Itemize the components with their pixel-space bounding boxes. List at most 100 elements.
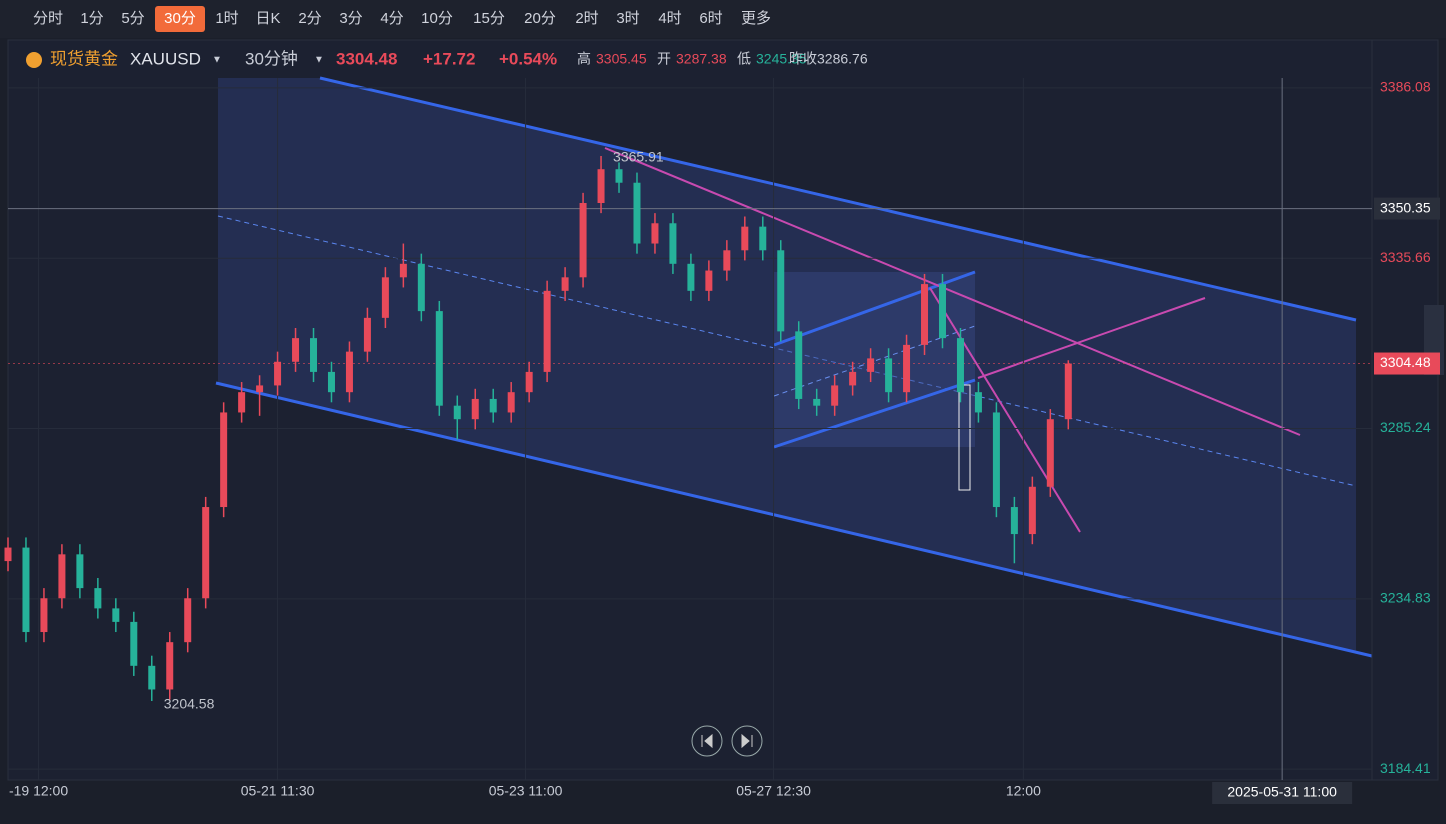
change: +17.72 [423,49,475,68]
tab-active [155,6,205,32]
tab-group: 分时 1分 5分 30分 1时 日K 2分 3分 4分 10分 15分 20分 2时 3时 4时 6时 更多 [33,6,771,32]
candle-body [813,398,821,406]
tab[interactable]: 6时 [699,10,722,27]
candle-body [561,277,569,291]
trend-line [977,297,1206,379]
candle-body [579,202,587,278]
prev-close: 3286.76 [817,51,868,67]
crosshair-box [1212,782,1353,804]
icon [701,733,713,749]
crosshair-date: 2025-05-31 11:00 [1227,784,1337,800]
extreme-label: 3365.91 [613,149,664,165]
tab[interactable]: 4分 [380,10,403,27]
candle-body [184,598,192,643]
trend-line [604,147,1301,436]
candle-body [723,250,731,271]
candle-body [795,331,803,399]
tab[interactable]: 1时 [215,10,238,27]
candle-body [22,547,30,633]
candle-body [974,392,982,413]
tab[interactable]: 分时 [33,10,63,27]
candle-body [741,226,749,251]
tab[interactable]: 1分 [80,10,103,27]
extreme-label: 3204.58 [164,696,215,712]
candle-body [1010,507,1018,535]
crosshair-box [1374,197,1440,220]
tab[interactable]: 5分 [121,10,144,27]
candle-body [94,588,102,609]
x-tick-label: 05-27 12:30 [736,783,811,799]
candle-body [1064,363,1072,420]
label: 低 [737,51,751,67]
tab[interactable]: 3时 [616,10,639,27]
tab[interactable]: 2分 [298,10,321,27]
candle-body [4,547,12,562]
dropdown-icon[interactable]: ▼ [314,55,324,66]
candle-body [148,665,156,690]
tab[interactable]: 4时 [658,10,681,27]
y-tick-label: 3386.08 [1380,79,1431,95]
channel-fill [218,78,1356,652]
period[interactable]: 30分钟 [245,49,298,68]
symbol[interactable]: XAUUSD [130,49,201,68]
dropdown-icon[interactable]: ▼ [212,55,222,66]
candle-body [471,398,479,420]
tab[interactable]: 2时 [575,10,598,27]
candle-body [903,344,911,393]
candle-body [687,263,695,291]
icon [741,733,753,749]
candle-body [705,270,713,291]
candle-body [525,371,533,393]
tab[interactable]: 10分 [421,10,453,27]
candle-body [327,371,335,393]
tab[interactable]: 日K [255,10,280,27]
candle-body [76,554,84,589]
tab[interactable]: 15分 [473,10,505,27]
candle-body [166,642,174,690]
prev-button[interactable] [691,725,723,757]
candle-body [345,351,353,393]
tab[interactable]: 3分 [339,10,362,27]
candle-body [130,621,138,666]
candle-body [777,250,785,332]
candle-body [58,554,66,599]
candle-body [615,169,623,183]
last-price-box [1374,352,1440,375]
trend-line [929,287,1081,533]
y-tick-label: 3234.83 [1380,590,1431,606]
candle-body [669,223,677,264]
candle-body [453,405,461,420]
candle-body [831,385,839,406]
x-tick-label: -19 12:00 [9,783,68,799]
open: 3287.38 [676,51,727,67]
high: 3305.45 [596,51,647,67]
candle-body [938,284,946,339]
crosshair-price: 3350.35 [1380,199,1431,215]
low: 3245.35 [756,51,807,67]
box-marker [958,384,971,491]
change-pct: +0.54% [499,49,557,68]
candle-body [885,358,893,393]
candle-body [921,284,929,345]
candle-body [202,507,210,599]
tab[interactable]: 20分 [524,10,556,27]
candle-body [256,385,264,393]
next-button[interactable] [731,725,763,757]
flag-bottom [773,378,976,449]
x-tick-label: 12:00 [1006,783,1041,799]
candle-body [507,392,515,413]
candle-body [310,338,318,372]
toolbar [0,0,1446,38]
candle-body [399,263,407,278]
tab[interactable]: 30分 [164,10,196,27]
price: 3304.48 [336,49,397,68]
candle-body [238,392,246,413]
channel-mid [217,215,1357,487]
candle-body [956,338,964,393]
tab[interactable]: 更多 [741,10,771,27]
label: 高 [577,51,591,67]
candle-body [651,223,659,244]
y-tick-label: 3184.41 [1380,760,1431,776]
candle-body [633,182,641,244]
